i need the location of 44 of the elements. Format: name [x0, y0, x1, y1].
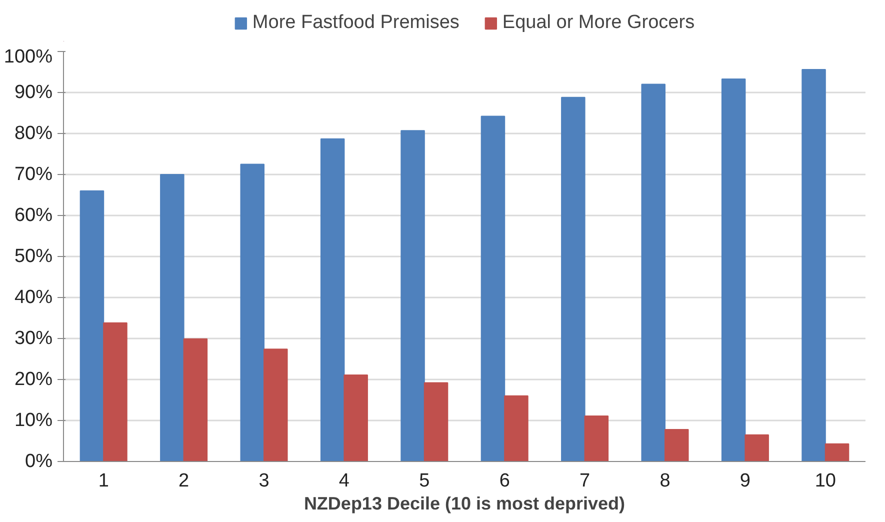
bar [240, 164, 264, 462]
bar [344, 374, 368, 462]
y-tick-label: 100% [4, 46, 53, 68]
x-tick-label: 3 [258, 470, 270, 492]
x-tick-label: 4 [338, 470, 350, 492]
x-tick-label: 10 [814, 470, 836, 492]
y-tick-label: 60% [14, 205, 53, 226]
bar [264, 348, 288, 462]
x-tick-label: 7 [580, 470, 590, 492]
x-tick-label: 5 [419, 470, 430, 492]
bar [802, 69, 826, 462]
x-tick-label: 2 [178, 470, 190, 492]
y-tick-label: 10% [14, 410, 53, 431]
x-tick-label: 9 [740, 470, 750, 492]
x-tick-label: 8 [660, 470, 670, 492]
bar [80, 190, 104, 462]
y-tick-label: 40% [14, 287, 53, 308]
y-tick-label: 50% [14, 246, 53, 267]
bar [183, 338, 208, 462]
bar [480, 116, 506, 462]
bar [320, 138, 345, 462]
bar [824, 443, 850, 462]
x-axis-title: NZDep13 Decile (10 is most deprived) [304, 494, 626, 514]
legend-label: More Fastfood Premises [252, 12, 460, 34]
y-tick-label: 30% [14, 328, 53, 349]
bar [584, 415, 609, 462]
bar [721, 78, 746, 462]
y-tick-label: 70% [14, 164, 53, 185]
x-tick-label: 6 [499, 470, 510, 492]
bar [641, 84, 666, 462]
bar [664, 429, 689, 462]
bar [424, 382, 448, 462]
y-tick-label: 90% [14, 82, 53, 103]
bar [160, 174, 184, 462]
bar [744, 434, 769, 462]
bar [504, 395, 528, 462]
y-tick-label: 0% [25, 451, 53, 472]
y-tick-label: 20% [14, 369, 53, 390]
legend-label: Equal or More Grocers [502, 12, 695, 34]
y-tick-label: 80% [14, 123, 53, 144]
bar [103, 322, 128, 462]
x-tick-label: 1 [98, 470, 109, 492]
bar [561, 96, 586, 462]
bar [400, 130, 425, 462]
